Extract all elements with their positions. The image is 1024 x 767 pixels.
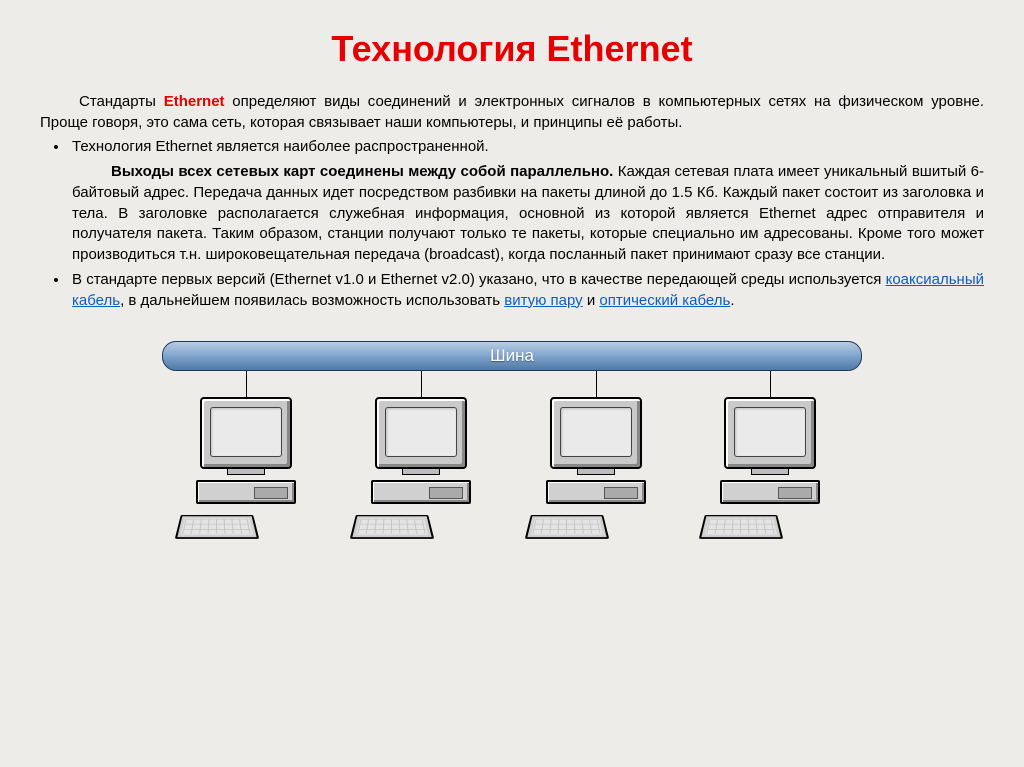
ethernet-keyword: Ethernet bbox=[164, 93, 225, 110]
bullet-item: • Технология Ethernet является наиболее … bbox=[40, 137, 984, 158]
p2-bold: Выходы всех сетевых карт соединены между… bbox=[111, 163, 613, 180]
bullet-marker: • bbox=[40, 137, 72, 158]
keyboard-icon bbox=[350, 515, 434, 539]
workstation bbox=[526, 397, 666, 542]
keyboard-icon bbox=[525, 515, 609, 539]
page-title: Технология Ethernet bbox=[40, 28, 984, 70]
workstation bbox=[176, 397, 316, 542]
b2-a: В стандарте первых версий (Ethernet v1.0… bbox=[72, 271, 886, 288]
link-twisted-pair[interactable]: витую пару bbox=[504, 292, 582, 309]
link-optical[interactable]: оптический кабель bbox=[599, 292, 730, 309]
b2-b: , в дальнейшем появилась возможность исп… bbox=[120, 292, 504, 309]
bus-label: Шина bbox=[163, 346, 861, 366]
keyboard-icon bbox=[175, 515, 259, 539]
monitor-icon bbox=[724, 397, 816, 477]
monitor-icon bbox=[200, 397, 292, 477]
monitor-icon bbox=[550, 397, 642, 477]
drop-cable bbox=[596, 371, 597, 397]
workstation bbox=[700, 397, 840, 542]
bullet-marker: • bbox=[40, 270, 72, 311]
bullet-content: В стандарте первых версий (Ethernet v1.0… bbox=[72, 270, 984, 311]
paragraph-2: Выходы всех сетевых карт соединены между… bbox=[40, 162, 984, 265]
bus-bar: Шина bbox=[162, 341, 862, 371]
keyboard-icon bbox=[699, 515, 783, 539]
intro-pre: Стандарты bbox=[79, 93, 164, 110]
bus-topology-diagram: Шина bbox=[132, 341, 892, 571]
bullet-content: Технология Ethernet является наиболее ра… bbox=[72, 137, 984, 158]
b2-c: и bbox=[583, 292, 600, 309]
monitor-icon bbox=[375, 397, 467, 477]
computer-case-icon bbox=[371, 480, 471, 504]
computer-case-icon bbox=[196, 480, 296, 504]
intro-paragraph: Стандарты Ethernet определяют виды соеди… bbox=[40, 92, 984, 133]
workstation bbox=[351, 397, 491, 542]
computer-case-icon bbox=[720, 480, 820, 504]
drop-cable bbox=[246, 371, 247, 397]
drop-cable bbox=[770, 371, 771, 397]
computer-case-icon bbox=[546, 480, 646, 504]
body-text: Стандарты Ethernet определяют виды соеди… bbox=[40, 92, 984, 311]
drop-cable bbox=[421, 371, 422, 397]
b2-d: . bbox=[730, 292, 734, 309]
bullet-item: • В стандарте первых версий (Ethernet v1… bbox=[40, 270, 984, 311]
